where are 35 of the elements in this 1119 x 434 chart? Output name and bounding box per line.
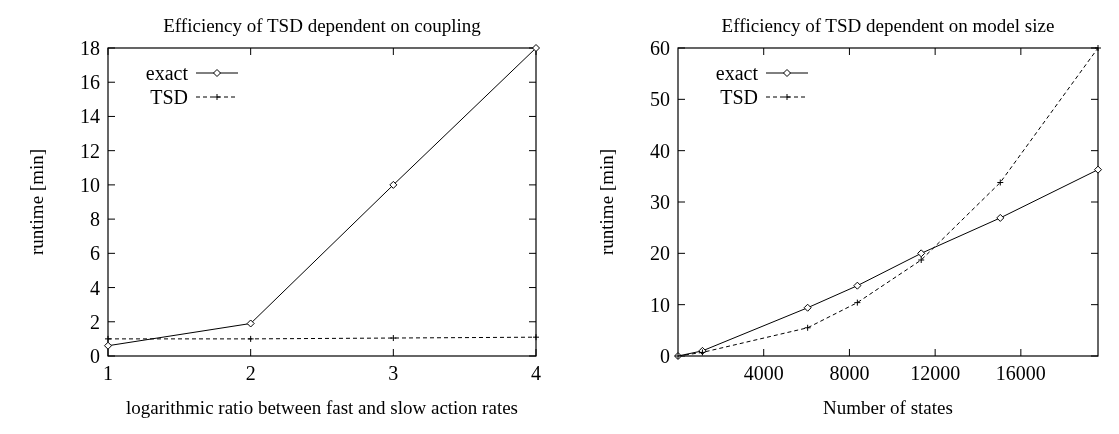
y-tick-label: 8: [90, 208, 100, 231]
y-tick-label: 6: [90, 242, 100, 265]
x-tick-label: 1: [103, 362, 113, 384]
x-tick-label: 16000: [995, 362, 1046, 384]
legend-label: TSD: [720, 86, 758, 108]
y-tick-label: 12: [80, 139, 100, 162]
y-tick-label: 2: [90, 310, 100, 333]
chart-title: Efficiency of TSD dependent on model size: [721, 15, 1055, 36]
y-tick-label: 0: [90, 345, 100, 367]
legend-label: TSD: [150, 86, 188, 108]
x-tick-label: 12000: [910, 362, 961, 384]
x-tick-label: 4000: [743, 362, 784, 384]
x-axis-title: logarithmic ratio between fast and slow action rates: [125, 397, 519, 418]
y-tick-label: 0: [660, 345, 670, 367]
chart-title: Efficiency of TSD dependent on coupling: [163, 15, 482, 36]
y-axis-title: runtime [min]: [596, 148, 617, 256]
y-tick-label: 50: [650, 88, 670, 111]
y-tick-label: 20: [650, 242, 670, 265]
legend-label: exact: [715, 62, 759, 84]
y-tick-label: 30: [650, 191, 670, 213]
y-tick-label: 10: [650, 293, 670, 316]
x-tick-label: 3: [388, 362, 399, 384]
y-tick-label: 14: [80, 105, 100, 128]
y-axis-title: runtime [min]: [26, 148, 47, 256]
y-tick-label: 4: [90, 276, 100, 299]
legend-label: exact: [145, 62, 189, 84]
y-tick-label: 16: [80, 71, 100, 94]
x-tick-label: 4: [531, 362, 541, 384]
x-tick-label: 8000: [829, 362, 870, 384]
y-tick-label: 40: [650, 139, 670, 162]
x-tick-label: 2: [245, 362, 256, 384]
y-tick-label: 60: [650, 37, 670, 59]
y-tick-label: 18: [80, 37, 100, 59]
x-axis-title: Number of states: [823, 397, 953, 418]
y-tick-label: 10: [80, 173, 100, 196]
